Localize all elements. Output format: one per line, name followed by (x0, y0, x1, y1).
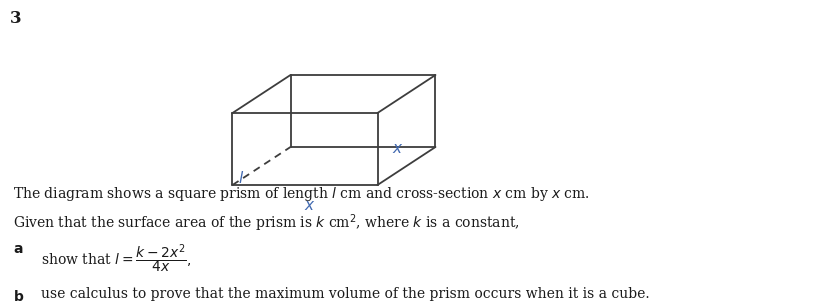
Text: The diagram shows a square prism of length $l$ cm and cross-section $x$ cm by $x: The diagram shows a square prism of leng… (13, 185, 590, 203)
Text: $x$: $x$ (304, 199, 316, 213)
Text: $\mathbf{b}$: $\mathbf{b}$ (13, 289, 24, 304)
Text: $x$: $x$ (392, 142, 403, 156)
Text: $l$: $l$ (238, 170, 244, 186)
Text: show that $l = \dfrac{k - 2x^2}{4x},$: show that $l = \dfrac{k - 2x^2}{4x},$ (41, 242, 191, 275)
Text: $\mathbf{a}$: $\mathbf{a}$ (13, 242, 23, 256)
Text: use calculus to prove that the maximum volume of the prism occurs when it is a c: use calculus to prove that the maximum v… (41, 287, 649, 301)
Text: 3: 3 (10, 10, 21, 27)
Text: Given that the surface area of the prism is $k$ cm$^2$, where $k$ is a constant,: Given that the surface area of the prism… (13, 212, 520, 234)
